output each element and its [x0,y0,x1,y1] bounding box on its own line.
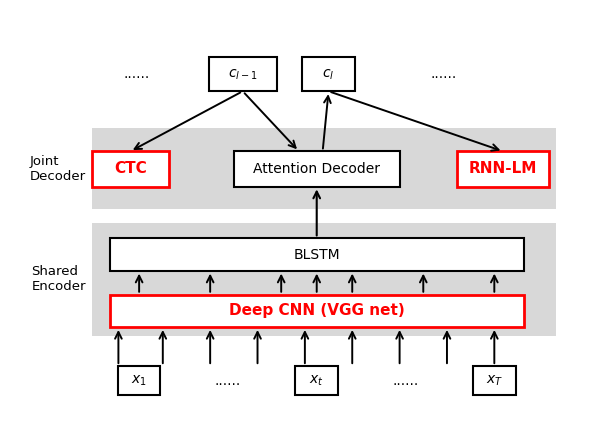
Text: BLSTM: BLSTM [294,247,340,262]
Text: Shared
Encoder: Shared Encoder [31,265,86,293]
FancyBboxPatch shape [234,152,400,187]
Text: $x_1$: $x_1$ [131,374,147,388]
Text: ......: ...... [431,67,457,81]
FancyBboxPatch shape [92,152,169,187]
Text: Deep CNN (VGG net): Deep CNN (VGG net) [229,303,404,318]
Text: ......: ...... [215,374,241,388]
FancyBboxPatch shape [302,57,355,91]
Text: CTC: CTC [114,161,147,176]
FancyBboxPatch shape [208,57,276,91]
FancyBboxPatch shape [92,223,556,336]
FancyBboxPatch shape [118,366,160,395]
Text: $c_{l-1}$: $c_{l-1}$ [228,67,258,82]
FancyBboxPatch shape [458,152,549,187]
FancyBboxPatch shape [110,294,524,327]
Text: Joint
Decoder: Joint Decoder [30,155,86,183]
FancyBboxPatch shape [295,366,338,395]
Text: Attention Decoder: Attention Decoder [253,162,380,176]
FancyBboxPatch shape [473,366,516,395]
FancyBboxPatch shape [92,128,556,209]
Text: $x_t$: $x_t$ [310,374,324,388]
FancyBboxPatch shape [110,238,524,271]
Text: ......: ...... [392,374,419,388]
Text: $c_l$: $c_l$ [323,67,334,82]
Text: RNN-LM: RNN-LM [469,161,538,176]
Text: ......: ...... [123,67,149,81]
Text: $x_T$: $x_T$ [486,374,503,388]
